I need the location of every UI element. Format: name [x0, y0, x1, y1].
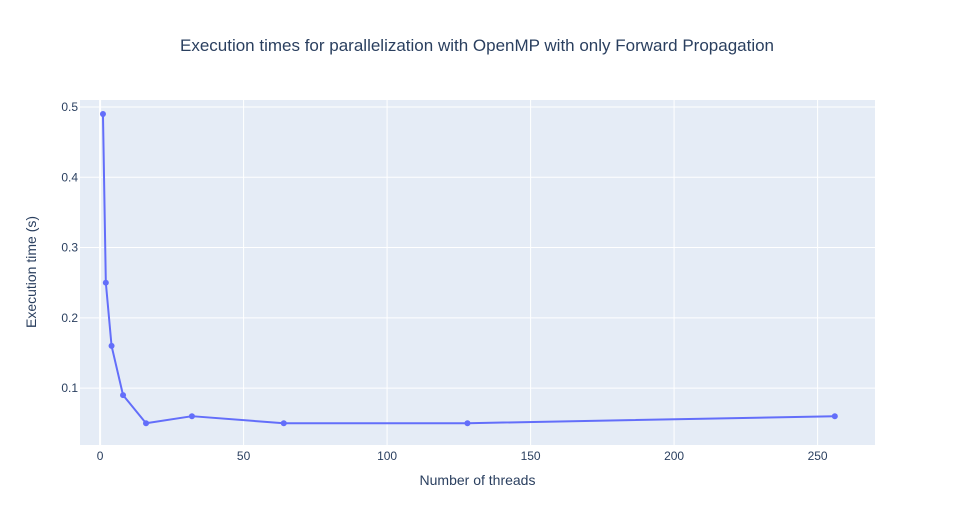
y-tick-label: 0.2 [61, 311, 78, 325]
y-tick-label: 0.1 [61, 381, 78, 395]
data-point[interactable] [108, 342, 115, 349]
y-axis-label: Execution time (s) [23, 216, 39, 328]
y-tick-label: 0.5 [61, 100, 78, 114]
data-point[interactable] [831, 413, 838, 420]
x-axis-ticks: 0 50 100 150 200 250 [97, 449, 828, 463]
data-point[interactable] [102, 279, 109, 286]
y-axis-ticks: 0.1 0.2 0.3 0.4 0.5 [61, 100, 78, 395]
x-tick-label: 50 [237, 449, 251, 463]
x-axis-label: Number of threads [420, 472, 536, 488]
x-tick-label: 100 [377, 449, 397, 463]
gridlines [80, 100, 875, 445]
data-point[interactable] [99, 111, 106, 118]
data-point[interactable] [143, 420, 150, 427]
data-point[interactable] [280, 420, 287, 427]
x-tick-label: 150 [521, 449, 541, 463]
x-tick-label: 200 [664, 449, 684, 463]
x-tick-label: 250 [808, 449, 828, 463]
y-tick-label: 0.4 [61, 170, 78, 184]
plot-area [80, 100, 875, 445]
data-point[interactable] [464, 420, 471, 427]
series-layer [99, 111, 838, 427]
y-tick-label: 0.3 [61, 241, 78, 255]
chart-title: Execution times for parallelization with… [180, 36, 774, 55]
x-tick-label: 0 [97, 449, 104, 463]
data-point[interactable] [120, 392, 127, 399]
data-point[interactable] [188, 413, 195, 420]
